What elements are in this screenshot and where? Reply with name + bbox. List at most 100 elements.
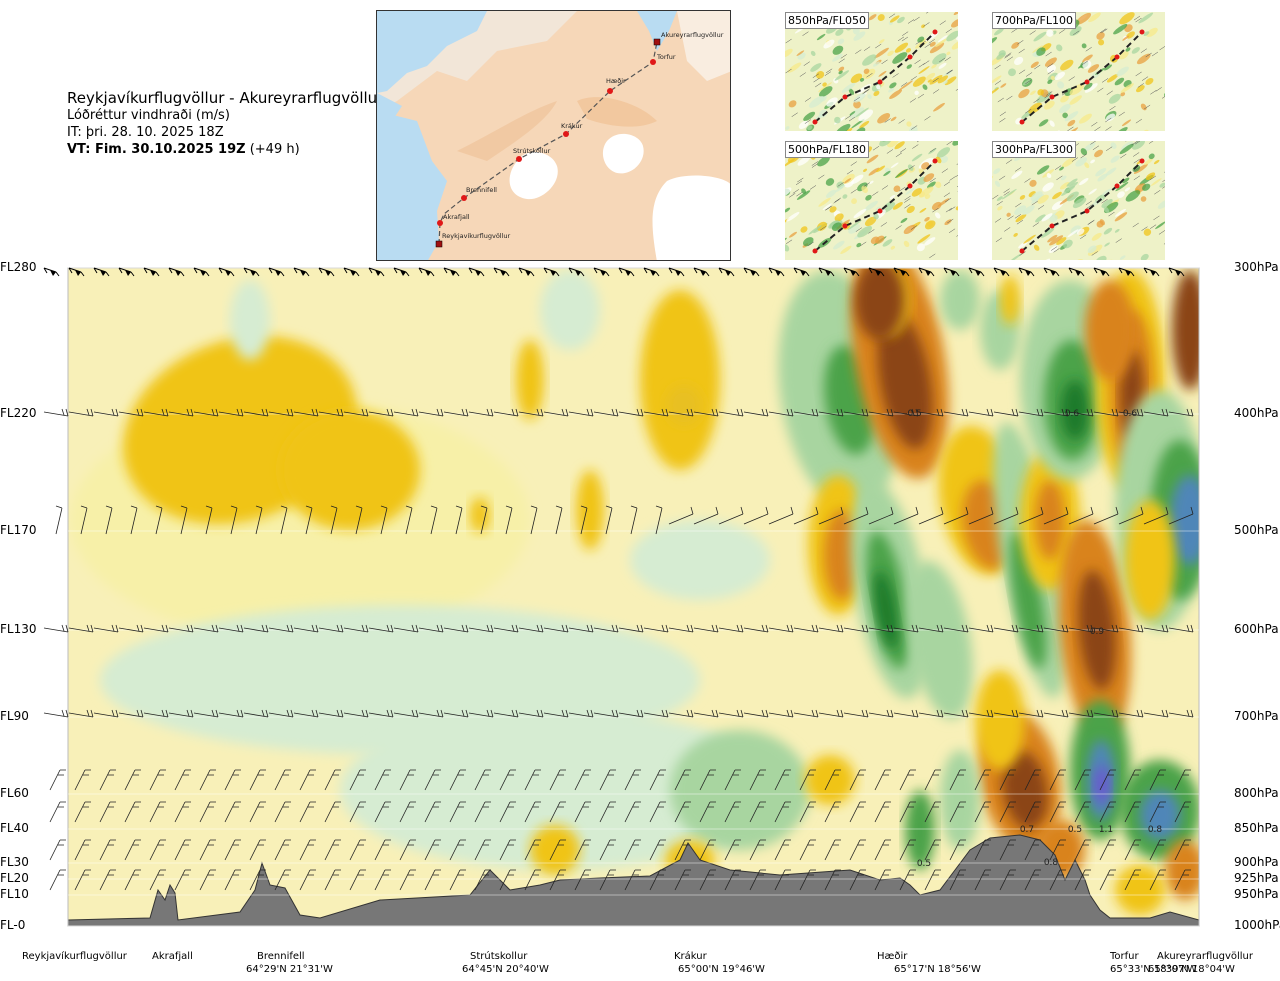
wind-barb	[468, 624, 494, 633]
wind-barb	[793, 267, 810, 277]
mini-map-field-blob	[925, 220, 936, 230]
mini-map-barb	[1025, 79, 1032, 85]
wind-barb	[874, 801, 891, 823]
mini-map-barb	[932, 89, 940, 94]
mini-map-barb	[939, 57, 946, 63]
mini-map-barb	[872, 146, 880, 151]
hpa-level-label: 850hPa	[1234, 821, 1279, 835]
wind-barb	[93, 267, 110, 277]
wind-barb	[849, 769, 866, 791]
wind-barb	[993, 267, 1010, 277]
wind-barb	[999, 839, 1016, 861]
mini-map-field-blob	[810, 63, 822, 72]
wind-barb	[799, 769, 816, 791]
wind-barb	[668, 624, 694, 633]
mini-map-field-blob	[1057, 81, 1065, 89]
mini-map-barb	[797, 177, 804, 183]
mini-map-700-svg	[992, 12, 1165, 131]
mini-map-field-blob	[1008, 253, 1023, 260]
mini-map-field-blob	[1041, 228, 1055, 238]
mini-map-field-blob	[785, 218, 790, 228]
mini-map-field-blob	[873, 90, 880, 97]
mini-map-barb	[888, 13, 896, 18]
mini-map-barb	[1046, 91, 1053, 96]
mini-map-field-blob	[928, 148, 937, 155]
wind-barb	[68, 408, 94, 417]
mini-map-field-blob	[1153, 159, 1160, 165]
wind-barb	[1018, 408, 1044, 417]
mini-map-field-blob	[1013, 233, 1018, 237]
wind-barb	[793, 709, 819, 718]
mini-map-field-blob	[951, 40, 958, 50]
mini-map-field-blob	[1124, 187, 1131, 192]
mini-map-barb	[1085, 200, 1093, 206]
field-contour	[470, 497, 490, 533]
mini-map-barb	[1044, 93, 1051, 99]
mini-map-field-blob	[894, 42, 909, 53]
mini-map-barb	[1159, 46, 1165, 51]
mini-map-field-blob	[1047, 79, 1053, 84]
mini-map-barb	[866, 73, 873, 78]
mini-map-barb	[804, 97, 812, 102]
mini-map-field-blob	[935, 181, 942, 188]
wind-barb	[299, 801, 316, 823]
mini-map-barb	[1016, 219, 1024, 225]
wind-barb	[199, 839, 216, 861]
mini-map-field-blob	[876, 165, 886, 173]
parameter-title: Lóðréttur vindhraði (m/s)	[67, 108, 230, 123]
wind-barb	[1118, 408, 1144, 417]
wind-barb	[124, 801, 141, 823]
mini-map-barb	[1011, 28, 1018, 33]
wind-barb	[1143, 267, 1160, 277]
wind-barb	[1149, 839, 1166, 861]
mini-map-field-blob	[866, 154, 879, 164]
wind-barb	[193, 624, 219, 633]
wind-barb	[968, 267, 985, 277]
wind-barb	[243, 408, 269, 417]
wind-barb	[249, 839, 266, 861]
fl-level-label: FL-0	[0, 918, 26, 932]
mini-map-field-blob	[1083, 82, 1093, 90]
wind-barb	[718, 624, 744, 633]
mini-map-barb	[1133, 158, 1140, 164]
wind-barb	[568, 408, 594, 417]
mini-map-field-blob	[865, 194, 872, 201]
wind-barb	[924, 869, 941, 891]
wind-barb	[255, 505, 263, 535]
wind-barb	[1174, 839, 1191, 861]
mini-map-waypoint	[907, 54, 913, 60]
mini-map-barb	[1097, 87, 1104, 93]
mini-map-barb	[807, 241, 814, 247]
mini-map-field-blob	[816, 33, 826, 41]
wind-barb	[1118, 267, 1135, 277]
mini-map-field-blob	[785, 237, 787, 243]
wind-barb	[818, 267, 835, 277]
wind-barb	[418, 709, 444, 718]
hpa-level-label: 500hPa	[1234, 523, 1279, 537]
mini-map-field-blob	[906, 64, 912, 69]
wind-barb	[568, 267, 585, 277]
wind-barb	[1168, 267, 1185, 277]
mini-map-field-blob	[835, 123, 851, 131]
mini-map-field-blob	[890, 162, 899, 169]
mini-map-field-blob	[834, 116, 841, 124]
value-label: 0.6	[1123, 409, 1138, 419]
mini-map-field-blob	[1032, 45, 1043, 53]
mini-map-waypoint	[1019, 248, 1025, 254]
mini-map-barb	[913, 16, 920, 22]
wind-barb	[549, 801, 566, 823]
wind-barb	[193, 408, 219, 417]
mini-map-barb	[932, 207, 939, 213]
mini-map-field-blob	[807, 125, 813, 131]
wind-barb	[99, 769, 116, 791]
mini-map-field-blob	[1119, 12, 1135, 25]
mini-map-500-svg	[785, 141, 958, 260]
mini-map-field-blob	[1132, 141, 1145, 150]
wind-barb	[330, 505, 338, 535]
wind-barb	[168, 624, 194, 633]
map-waypoint-marker	[437, 220, 443, 226]
wind-barb	[43, 624, 69, 633]
mini-map-barb	[860, 241, 867, 247]
wind-barb	[749, 801, 766, 823]
mini-map-field-blob	[797, 155, 811, 166]
